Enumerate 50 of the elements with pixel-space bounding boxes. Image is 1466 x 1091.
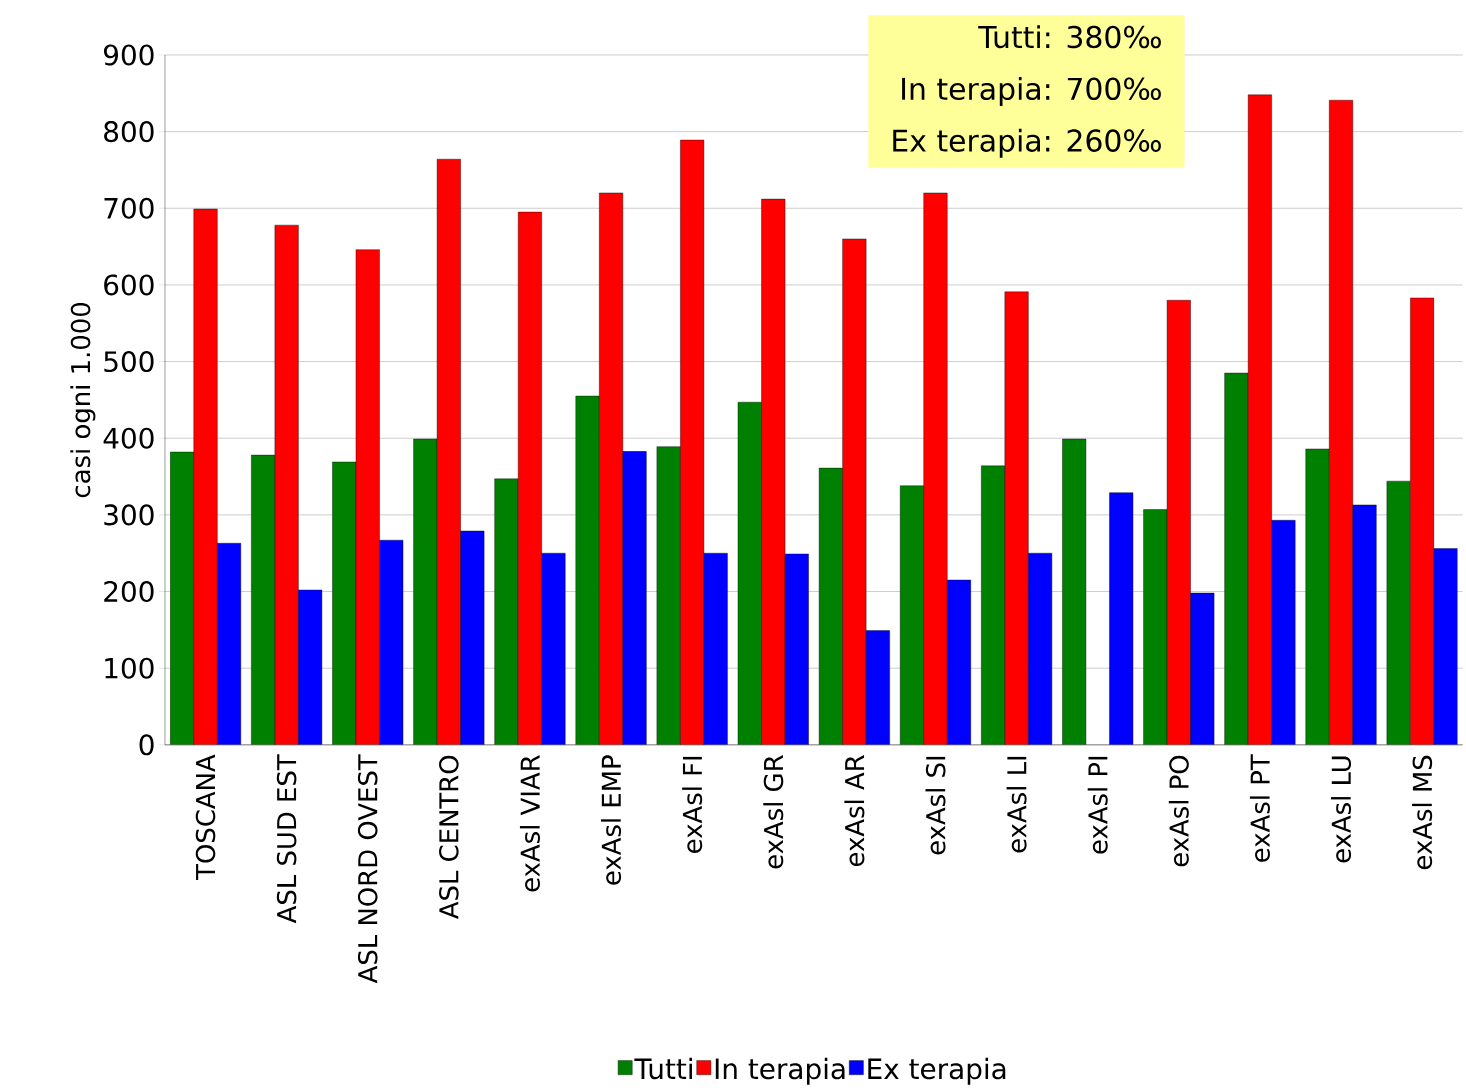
annotation: Ex terapia: 260‰ (893, 128, 1161, 158)
x-tick-label: exAsl AR (844, 755, 865, 867)
bar (575, 396, 600, 745)
y-tick-label: 900 (103, 44, 154, 66)
y-tick-label: 800 (104, 121, 154, 143)
x-tick-label: exAsl LI (1006, 757, 1027, 853)
x-tick-label: exAsl PT (1249, 754, 1270, 862)
bar (1386, 481, 1411, 745)
x-tick-label: exAsl GR (763, 755, 784, 869)
y-tick-label: 300 (104, 504, 154, 526)
y-tick-label: 100 (105, 657, 154, 679)
bar (1109, 492, 1134, 745)
x-tick-label: exAsl SI (925, 757, 946, 855)
x-tick-label: ASL SUD EST (276, 754, 297, 924)
x-tick-label: ASL NORD OVEST (357, 754, 378, 984)
legend-label: Tutti (634, 1057, 692, 1080)
x-tick-label: exAsl VIAR (519, 755, 540, 892)
bar (738, 402, 762, 745)
bar (819, 468, 843, 745)
y-tick-label: 500 (104, 351, 154, 373)
y-tick-label: 200 (104, 581, 154, 603)
bar (656, 446, 681, 745)
bar (170, 452, 194, 745)
bar (1305, 449, 1330, 745)
y-tick-label: 400 (103, 427, 154, 449)
bar (981, 465, 1005, 745)
y-axis-title: casi ogni 1.000 (70, 303, 96, 498)
annotation: In terapia: 700‰ (902, 77, 1161, 107)
x-tick-label: exAsl FI (682, 757, 703, 854)
bar (1224, 373, 1249, 745)
bar (900, 485, 924, 745)
y-tick-label: 600 (104, 274, 154, 296)
x-tick-label: exAsl LU (1331, 756, 1352, 863)
bar (413, 439, 438, 745)
legend-label: Ex terapia (868, 1057, 1006, 1085)
legend-label: In terapia (715, 1057, 845, 1085)
x-tick-label: TOSCANA (195, 754, 216, 881)
text: Tutti: 380‰ (978, 25, 1161, 49)
x-tick-label: exAsl EMP (601, 755, 622, 885)
x-tick-label: exAsl MS (1412, 755, 1433, 870)
bar (332, 462, 356, 745)
bar (251, 455, 275, 745)
y-tick-label: 700 (104, 197, 154, 219)
bar (1143, 509, 1168, 745)
x-tick-label: ASL CENTRO (439, 755, 459, 920)
x-tick-label: exAsl PI (1087, 757, 1108, 854)
bar (494, 478, 519, 745)
y-tick-label: 0 (139, 734, 154, 756)
x-tick-label: exAsl PO (1168, 755, 1189, 867)
bar (1062, 439, 1086, 745)
